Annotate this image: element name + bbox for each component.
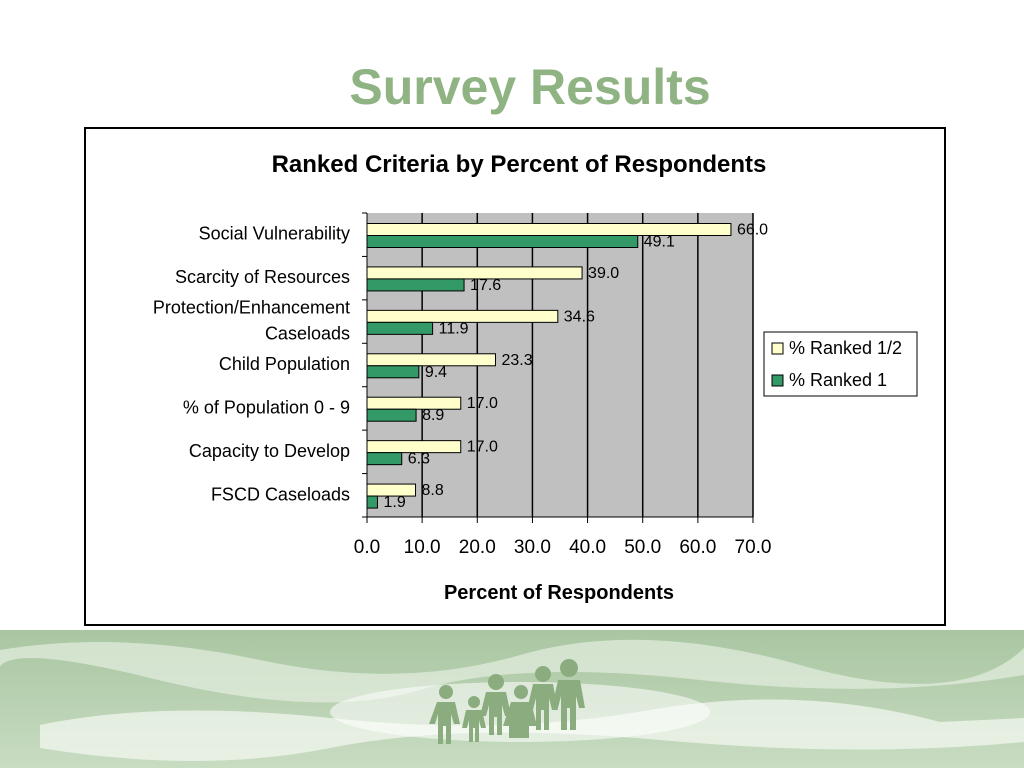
category-label-line: Caseloads <box>265 324 350 344</box>
legend-label: % Ranked 1/2 <box>789 338 902 358</box>
x-tick-label: 70.0 <box>735 537 772 558</box>
bar <box>366 278 465 292</box>
data-label: 9.4 <box>425 364 447 381</box>
legend-swatch <box>771 374 784 387</box>
category-label-line: FSCD Caseloads <box>211 484 350 504</box>
plot-area: 0.0 10.0 20.0 30.0 40.0 50.0 60.0 70.0 Social Vu… <box>153 212 772 558</box>
category-label: Protection/Enhancement Caseloads <box>153 298 350 344</box>
data-label: 17.6 <box>470 277 501 294</box>
bar <box>366 321 434 335</box>
category-label-line: Social Vulnerability <box>199 224 350 244</box>
bar <box>366 235 639 248</box>
category-label: Social Vulnerability <box>199 224 350 244</box>
footer-highlight <box>0 639 1024 703</box>
category-label: Scarcity of Resources <box>175 267 350 287</box>
x-axis-title: Percent of Respondents <box>444 582 674 604</box>
category-label-line: % of Population 0 - 9 <box>183 397 350 417</box>
category-label-line: Protection/Enhancement <box>153 298 350 318</box>
bar <box>366 309 559 323</box>
data-label: 49.1 <box>644 234 675 251</box>
chart-title: Ranked Criteria by Percent of Respondent… <box>272 151 767 178</box>
category-label-line: Capacity to Develop <box>189 441 350 461</box>
data-label: 17.0 <box>467 395 498 412</box>
bar-chart: Ranked Criteria by Percent of Respondent… <box>153 151 918 604</box>
data-label: 66.0 <box>737 222 768 239</box>
legend-box <box>763 331 918 397</box>
bar <box>366 266 583 280</box>
x-tick-label: 30.0 <box>514 537 551 558</box>
category-label-line: Scarcity of Resources <box>175 267 350 287</box>
data-label: 11.9 <box>439 320 469 337</box>
category-label: Child Population <box>219 354 350 374</box>
data-label: 34.6 <box>564 308 595 325</box>
bar <box>366 440 462 454</box>
data-label: 17.0 <box>467 439 498 456</box>
slide-title: Survey Results <box>349 59 711 115</box>
category-label: FSCD Caseloads <box>211 484 350 504</box>
bar <box>366 353 496 367</box>
data-label: 8.8 <box>422 482 444 499</box>
x-tick-label: 0.0 <box>354 537 380 558</box>
x-tick-label: 50.0 <box>624 537 661 558</box>
bar <box>366 396 462 410</box>
footer-decoration <box>0 630 1024 768</box>
chart-frame: Ranked Criteria by Percent of Respondent… <box>84 127 946 626</box>
x-tick-label: 10.0 <box>404 537 441 558</box>
data-label: 23.3 <box>501 352 532 369</box>
category-label-line: Child Population <box>219 354 350 374</box>
chart-legend: % Ranked 1/2 % Ranked 1 <box>763 331 918 397</box>
bar <box>366 495 378 509</box>
bar <box>366 365 420 379</box>
x-tick-label: 60.0 <box>679 537 716 558</box>
data-label: 8.9 <box>422 407 444 424</box>
bar <box>366 408 417 422</box>
data-label: 6.3 <box>408 451 430 468</box>
family-silhouette-icon <box>429 659 585 744</box>
x-tick-label: 40.0 <box>569 537 606 558</box>
data-label: 1.9 <box>383 494 405 511</box>
legend-swatch <box>771 342 784 355</box>
bar <box>366 452 403 466</box>
x-tick-label: 20.0 <box>459 537 496 558</box>
legend-label: % Ranked 1 <box>789 370 887 390</box>
category-label: % of Population 0 - 9 <box>183 397 350 417</box>
bar <box>366 483 417 497</box>
category-label: Capacity to Develop <box>189 441 350 461</box>
bar <box>366 223 732 236</box>
data-label: 39.0 <box>588 265 619 282</box>
